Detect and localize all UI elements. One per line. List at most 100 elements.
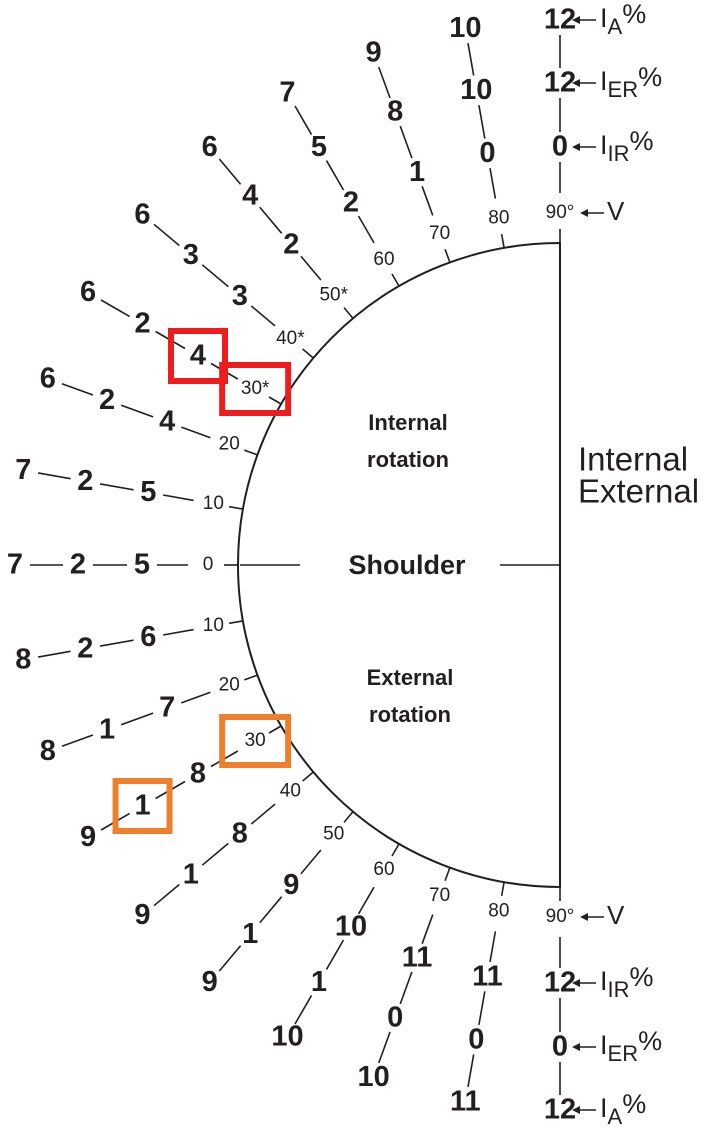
value-label: 12 (544, 67, 576, 99)
ray-connector (37, 650, 71, 658)
ray-connector (162, 628, 194, 636)
ray-tick (444, 867, 451, 882)
value-label: 7 (7, 549, 23, 581)
ray-connector (467, 42, 475, 76)
angle-label: 20 (219, 434, 240, 455)
series-label: IA% (600, 1089, 646, 1129)
series-sub: ER (608, 1041, 639, 1066)
ray-connector (300, 255, 322, 281)
ray-connector (218, 945, 242, 972)
ray-connector (250, 803, 276, 825)
series-main: I (600, 66, 608, 96)
series-sub: A (608, 14, 623, 39)
series-suffix: % (630, 126, 654, 156)
internal-label: rotation (367, 447, 449, 472)
value-label: 10 (449, 12, 481, 44)
highlight-box (219, 714, 292, 768)
value-label: 2 (343, 187, 359, 219)
ray-tick (391, 843, 400, 857)
angle-label: 50 (323, 824, 344, 845)
highlight-box (168, 328, 229, 384)
ray-connector (467, 1054, 475, 1088)
value-label: 5 (140, 476, 156, 508)
value-label: 9 (134, 899, 150, 931)
ray-connector (61, 382, 94, 396)
ray-tick (243, 674, 258, 681)
value-label: 1 (311, 966, 327, 998)
value-label: 10 (335, 911, 367, 943)
side-note: Internal (578, 441, 688, 478)
ray-connector (120, 712, 154, 726)
value-label: 12 (544, 4, 576, 36)
value-label: 2 (77, 465, 93, 497)
value-label: 8 (15, 643, 31, 675)
value-label: 9 (283, 869, 299, 901)
value-label: 1 (99, 714, 115, 746)
value-label: 1 (242, 918, 258, 950)
ray-connector (162, 494, 194, 502)
ray-connector (120, 404, 154, 418)
value-label: 6 (40, 362, 56, 394)
arrow-head (580, 209, 588, 217)
arrow-head (572, 16, 580, 24)
series-suffix: % (630, 962, 654, 992)
shoulder-outline (237, 241, 561, 889)
value-label: 9 (366, 37, 382, 69)
value-label: 10 (460, 74, 492, 106)
ray-tick (500, 233, 505, 249)
value-label: 6 (134, 198, 150, 230)
arrow-head (572, 1043, 580, 1051)
value-label: 1 (135, 790, 151, 822)
value-label: 11 (472, 960, 503, 992)
value-label: 0 (468, 1023, 484, 1055)
series-suffix: % (638, 62, 662, 92)
ray-tick (500, 881, 505, 897)
value-label: 4 (190, 340, 206, 372)
highlight-box (112, 778, 173, 834)
value-label: 6 (140, 621, 156, 653)
value-label: 5 (311, 131, 327, 163)
value-label: 0 (479, 137, 495, 169)
ray-connector (478, 104, 486, 139)
angle-label: 30* (241, 378, 270, 399)
angle-label: 80 (488, 207, 509, 228)
ray-connector (489, 167, 497, 199)
ray-connector (478, 991, 486, 1026)
value-label: 0 (387, 1002, 403, 1034)
ray-connector (153, 223, 180, 247)
series-main: I (600, 1093, 608, 1123)
value-label: 7 (15, 454, 31, 486)
ray-tick (343, 811, 354, 823)
value-label: 0 (552, 131, 568, 163)
ray-tick (343, 307, 354, 319)
ray-connector (61, 734, 94, 748)
value-label: 0 (552, 1031, 568, 1063)
angle-label: 60 (373, 249, 394, 270)
value-label: 7 (279, 77, 295, 109)
value-label: 12 (544, 967, 576, 999)
vertical-label: V (607, 196, 625, 226)
external-label: rotation (369, 702, 451, 727)
ray-connector (294, 995, 313, 1025)
ray-connector (421, 914, 434, 944)
value-label: 10 (357, 1061, 389, 1093)
series-sub: A (608, 1104, 623, 1129)
arrow-head (572, 1106, 580, 1114)
ray-connector (181, 691, 211, 704)
value-label: 8 (232, 817, 248, 849)
angle-label: 50* (319, 284, 348, 305)
ray-connector (201, 264, 229, 288)
arrow-head (572, 79, 580, 87)
angle-label: 60 (373, 859, 394, 880)
angle-label: 0 (203, 554, 214, 575)
ray-connector (399, 125, 413, 159)
value-label: 12 (544, 1094, 576, 1126)
angle-label: 40* (276, 328, 305, 349)
ray-connector (37, 472, 71, 480)
ray-connector (325, 160, 345, 191)
ray-connector (294, 105, 313, 135)
value-label: 11 (450, 1085, 481, 1117)
value-label: 7 (159, 692, 175, 724)
external-label: External (367, 665, 454, 690)
